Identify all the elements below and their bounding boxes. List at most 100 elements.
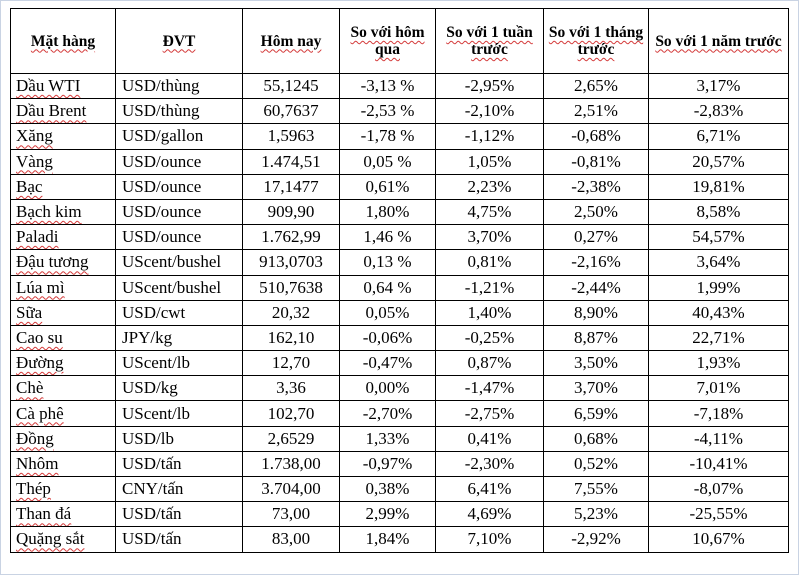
unit-cell: USD/kg [115, 375, 243, 402]
change-year-cell: 20,57% [648, 148, 789, 175]
change-month-cell: 8,90% [543, 299, 649, 326]
commodity-cell: Xăng [10, 123, 116, 150]
change-day-cell: 0,00% [339, 375, 436, 402]
change-year-cell: 8,58% [648, 198, 789, 226]
table-row: Thép CNY/tấn 3.704,00 0,38% 6,41% 7,55% -8,07% [10, 475, 789, 503]
price-cell: 510,7638 [242, 274, 340, 301]
commodity-cell: Đậu tương [10, 249, 116, 276]
change-month-cell: 5,23% [543, 501, 649, 528]
unit-cell: UScent/bushel [115, 274, 243, 301]
change-month-cell: 0,52% [543, 450, 649, 478]
unit-cell: USD/ounce [115, 224, 243, 251]
change-year-cell: -2,83% [648, 98, 789, 125]
commodity-cell: Lúa mì [10, 274, 116, 301]
change-month-cell: 0,68% [543, 425, 649, 452]
table-row: Nhôm USD/tấn 1.738,00 -0,97% -2,30% 0,52% -10,… [10, 450, 789, 478]
price-cell: 1.738,00 [242, 450, 340, 478]
table-row: Cà phê UScent/lb 102,70 -2,70% -2,75% 6,59% -7… [10, 400, 789, 427]
change-month-cell: -2,16% [543, 249, 649, 276]
table-row: Đậu tương UScent/bushel 913,0703 0,13 % 0,81… [10, 249, 789, 276]
price-cell: 83,00 [242, 526, 340, 553]
change-year-cell: -25,55% [648, 501, 789, 528]
change-week-cell: -2,10% [435, 98, 544, 125]
change-month-cell: 2,65% [543, 72, 649, 100]
table-row: Bạc USD/ounce 17,1477 0,61% 2,23% -2,38% 19,81… [10, 173, 789, 200]
change-day-cell: 0,05 % [339, 148, 436, 175]
unit-cell: USD/ounce [115, 198, 243, 226]
table-row: Dầu WTI USD/thùng 55,1245 -3,13 % -2,95% 2,65… [10, 72, 789, 100]
commodity-cell: Paladi [10, 224, 116, 251]
unit-cell: USD/lb [115, 425, 243, 452]
table-row: Paladi USD/ounce 1.762,99 1,46 % 3,70% 0,27% 5… [10, 224, 789, 251]
change-day-cell: -0,97% [339, 450, 436, 478]
unit-cell: USD/cwt [115, 299, 243, 326]
change-day-cell: 0,38% [339, 475, 436, 503]
price-cell: 1,5963 [242, 123, 340, 150]
price-cell: 60,7637 [242, 98, 340, 125]
header-col-vs-month: So với 1 tháng trước [543, 8, 649, 74]
table-row: Cao su JPY/kg 162,10 -0,06% -0,25% 8,87% 22,71… [10, 324, 789, 352]
table-body: Dầu WTI USD/thùng 55,1245 -3,13 % -2,95% 2,65… [10, 72, 789, 553]
header-col-vs-yesterday: So với hôm qua [339, 8, 436, 74]
unit-cell: USD/tấn [115, 450, 243, 478]
table-row: Sữa USD/cwt 20,32 0,05% 1,40% 8,90% 40,43% [10, 299, 789, 326]
change-week-cell: 4,75% [435, 198, 544, 226]
change-day-cell: 0,13 % [339, 249, 436, 276]
commodity-cell: Thép [10, 475, 116, 503]
change-week-cell: 2,23% [435, 173, 544, 200]
change-month-cell: 8,87% [543, 324, 649, 352]
unit-cell: UScent/lb [115, 400, 243, 427]
change-day-cell: -0,06% [339, 324, 436, 352]
commodity-cell: Cà phê [10, 400, 116, 427]
table-row: Chè USD/kg 3,36 0,00% -1,47% 3,70% 7,01% [10, 375, 789, 402]
change-month-cell: 7,55% [543, 475, 649, 503]
commodity-cell: Bạch kim [10, 198, 116, 226]
change-week-cell: -1,12% [435, 123, 544, 150]
change-month-cell: 2,51% [543, 98, 649, 125]
commodity-cell: Sữa [10, 299, 116, 326]
commodity-cell: Đồng [10, 425, 116, 452]
change-day-cell: 1,46 % [339, 224, 436, 251]
price-cell: 162,10 [242, 324, 340, 352]
change-week-cell: 0,81% [435, 249, 544, 276]
change-week-cell: 1,40% [435, 299, 544, 326]
commodity-cell: Quặng sắt [10, 526, 116, 553]
change-year-cell: -8,07% [648, 475, 789, 503]
commodity-cell: Dầu Brent [10, 98, 116, 125]
change-week-cell: -0,25% [435, 324, 544, 352]
change-year-cell: 3,17% [648, 72, 789, 100]
change-year-cell: 54,57% [648, 224, 789, 251]
header-col-vs-year: So với 1 năm trước [648, 8, 789, 74]
change-day-cell: 0,61% [339, 173, 436, 200]
change-month-cell: 2,50% [543, 198, 649, 226]
change-year-cell: 6,71% [648, 123, 789, 150]
change-day-cell: -0,47% [339, 350, 436, 377]
change-week-cell: 4,69% [435, 501, 544, 528]
table-row: Đường UScent/lb 12,70 -0,47% 0,87% 3,50% 1,93% [10, 350, 789, 377]
table-row: Quặng sắt USD/tấn 83,00 1,84% 7,10% -2,92% 10,… [10, 526, 789, 553]
change-week-cell: 3,70% [435, 224, 544, 251]
change-day-cell: 0,05% [339, 299, 436, 326]
change-month-cell: 3,50% [543, 350, 649, 377]
change-month-cell: -2,44% [543, 274, 649, 301]
table-row: Than đá USD/tấn 73,00 2,99% 4,69% 5,23% -25,55… [10, 501, 789, 528]
commodity-price-table: Mặt hàng ĐVT Hôm nay So với hôm qua So với 1… [10, 8, 789, 553]
table-row: Lúa mì UScent/bushel 510,7638 0,64 % -1,21% -… [10, 274, 789, 301]
change-year-cell: -10,41% [648, 450, 789, 478]
change-year-cell: 19,81% [648, 173, 789, 200]
unit-cell: USD/tấn [115, 501, 243, 528]
change-day-cell: -3,13 % [339, 72, 436, 100]
price-cell: 2,6529 [242, 425, 340, 452]
price-cell: 17,1477 [242, 173, 340, 200]
change-week-cell: 6,41% [435, 475, 544, 503]
price-cell: 1.762,99 [242, 224, 340, 251]
change-year-cell: -7,18% [648, 400, 789, 427]
price-cell: 913,0703 [242, 249, 340, 276]
price-cell: 3.704,00 [242, 475, 340, 503]
unit-cell: UScent/bushel [115, 249, 243, 276]
change-week-cell: 1,05% [435, 148, 544, 175]
price-cell: 55,1245 [242, 72, 340, 100]
commodity-cell: Cao su [10, 324, 116, 352]
change-day-cell: 1,80% [339, 198, 436, 226]
